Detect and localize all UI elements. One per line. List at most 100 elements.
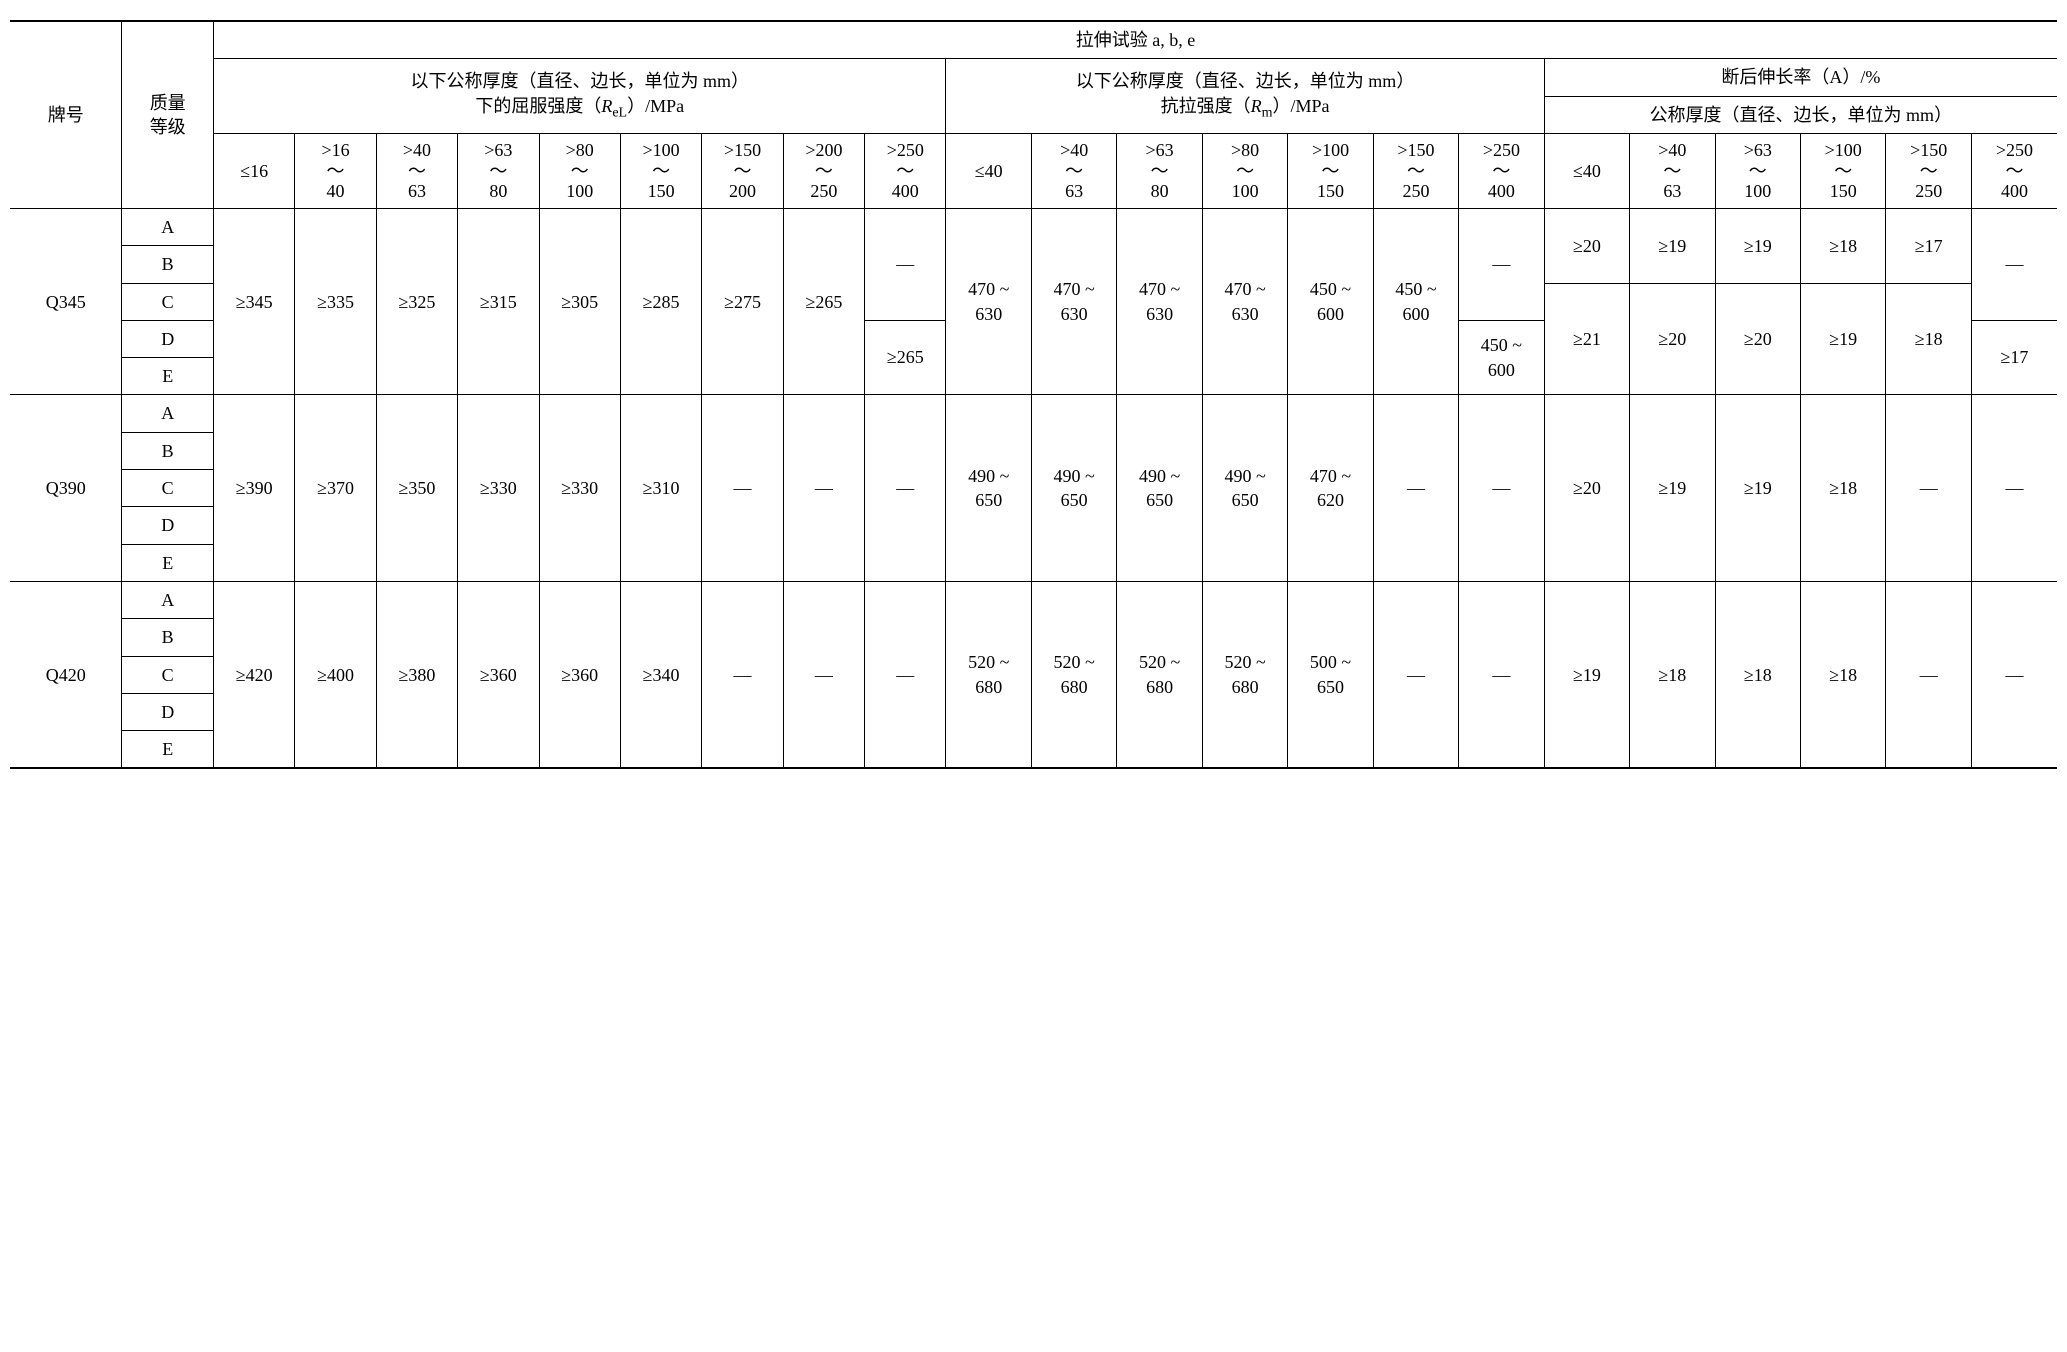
- q345-elong-cde-4: ≥18: [1886, 283, 1971, 395]
- grade-q345: Q345: [10, 208, 122, 394]
- q390-elong-5: —: [1971, 395, 2057, 581]
- q390-yield-4: ≥330: [539, 395, 620, 581]
- q420-elong-2: ≥18: [1715, 581, 1800, 768]
- header-tensile-post: ）/MPa: [1273, 96, 1330, 116]
- q420-elong-5: —: [1971, 581, 2057, 768]
- q345-yield-8-top: —: [865, 208, 946, 320]
- q420-quality-b: B: [122, 619, 214, 656]
- header-tensile-test: 拉伸试验 a, b, e: [213, 21, 2057, 59]
- q390-yield-5: ≥310: [620, 395, 701, 581]
- q390-tensile-4: 470 ~620: [1288, 395, 1373, 581]
- q390-tensile-0: 490 ~650: [946, 395, 1031, 581]
- q390-quality-b: B: [122, 432, 214, 469]
- elong-col-4: >150～250: [1886, 133, 1971, 208]
- q420-tensile-2: 520 ~680: [1117, 581, 1202, 768]
- q345-yield-3: ≥315: [458, 208, 539, 394]
- tensile-col-2: >63～80: [1117, 133, 1202, 208]
- q345-yield-5: ≥285: [620, 208, 701, 394]
- q345-elong-ab-1: ≥19: [1630, 208, 1715, 283]
- q345-yield-6: ≥275: [702, 208, 783, 394]
- q390-tensile-5: —: [1373, 395, 1458, 581]
- q420-yield-7: —: [783, 581, 864, 768]
- q420-yield-0: ≥420: [213, 581, 294, 768]
- q345-quality-e: E: [122, 358, 214, 395]
- q390-elong-1: ≥19: [1630, 395, 1715, 581]
- header-yield-line1: 以下公称厚度（直径、边长，单位为 mm）: [410, 71, 749, 91]
- q345-elong-250-400-top: —: [1971, 208, 2057, 320]
- header-tensile-strength: 以下公称厚度（直径、边长，单位为 mm） 抗拉强度（Rm）/MPa: [946, 59, 1544, 134]
- q390-elong-3: ≥18: [1801, 395, 1886, 581]
- q345-elong-cde-0: ≥21: [1544, 283, 1629, 395]
- q390-yield-7: —: [783, 395, 864, 581]
- q345-elong-ab-2: ≥19: [1715, 208, 1800, 283]
- q420-tensile-6: —: [1459, 581, 1544, 768]
- header-quality: 质量等级: [122, 21, 214, 208]
- q420-elong-3: ≥18: [1801, 581, 1886, 768]
- q345-tensile-4: 450 ~600: [1288, 208, 1373, 394]
- tensile-col-4: >100～150: [1288, 133, 1373, 208]
- q345-elong-cde-2: ≥20: [1715, 283, 1800, 395]
- q420-yield-1: ≥400: [295, 581, 376, 768]
- q390-quality-a: A: [122, 395, 214, 432]
- header-yield-strength: 以下公称厚度（直径、边长，单位为 mm） 下的屈服强度（ReL）/MPa: [213, 59, 946, 134]
- yield-col-5: >100～150: [620, 133, 701, 208]
- q345-yield-4: ≥305: [539, 208, 620, 394]
- q390-yield-1: ≥370: [295, 395, 376, 581]
- q420-yield-3: ≥360: [458, 581, 539, 768]
- tensile-col-5: >150～250: [1373, 133, 1458, 208]
- grade-q420: Q420: [10, 581, 122, 768]
- q345-elong-cde-3: ≥19: [1801, 283, 1886, 395]
- elong-col-1: >40～63: [1630, 133, 1715, 208]
- header-grade: 牌号: [10, 21, 122, 208]
- yield-col-0: ≤16: [213, 133, 294, 208]
- q345-tensile-6-top: —: [1459, 208, 1544, 320]
- yield-col-6: >150～200: [702, 133, 783, 208]
- q390-elong-4: —: [1886, 395, 1971, 581]
- q420-yield-5: ≥340: [620, 581, 701, 768]
- q390-quality-d: D: [122, 507, 214, 544]
- q390-yield-6: —: [702, 395, 783, 581]
- q420-elong-1: ≥18: [1630, 581, 1715, 768]
- q345-elong-ab-4: ≥17: [1886, 208, 1971, 283]
- q390-yield-8: —: [865, 395, 946, 581]
- q420-tensile-0: 520 ~680: [946, 581, 1031, 768]
- header-yield-pre: 下的屈服强度（: [475, 96, 601, 116]
- q345-tensile-2: 470 ~630: [1117, 208, 1202, 394]
- q420-elong-4: —: [1886, 581, 1971, 768]
- yield-col-2: >40～63: [376, 133, 457, 208]
- elong-col-3: >100～150: [1801, 133, 1886, 208]
- q345-elong-cde-1: ≥20: [1630, 283, 1715, 395]
- q345-yield-1: ≥335: [295, 208, 376, 394]
- tensile-col-0: ≤40: [946, 133, 1031, 208]
- q420-elong-0: ≥19: [1544, 581, 1629, 768]
- q420-yield-8: —: [865, 581, 946, 768]
- q390-yield-2: ≥350: [376, 395, 457, 581]
- q345-tensile-5: 450 ~600: [1373, 208, 1458, 394]
- q345-tensile-3: 470 ~630: [1202, 208, 1287, 394]
- elong-col-5: >250～400: [1971, 133, 2057, 208]
- header-tensile-line1: 以下公称厚度（直径、边长，单位为 mm）: [1076, 71, 1415, 91]
- q420-tensile-4: 500 ~650: [1288, 581, 1373, 768]
- q390-tensile-3: 490 ~650: [1202, 395, 1287, 581]
- tensile-col-3: >80～100: [1202, 133, 1287, 208]
- q420-quality-a: A: [122, 581, 214, 618]
- tensile-col-6: >250～400: [1459, 133, 1544, 208]
- q345-tensile-0: 470 ~630: [946, 208, 1031, 394]
- q345-yield-0: ≥345: [213, 208, 294, 394]
- q420-tensile-1: 520 ~680: [1031, 581, 1116, 768]
- q345-yield-8-bot: ≥265: [865, 320, 946, 395]
- q345-quality-b: B: [122, 246, 214, 283]
- yield-col-8: >250～400: [865, 133, 946, 208]
- header-yield-sym: R: [601, 96, 612, 116]
- yield-col-7: >200～250: [783, 133, 864, 208]
- q345-elong-ab-0: ≥20: [1544, 208, 1629, 283]
- yield-col-4: >80～100: [539, 133, 620, 208]
- q420-tensile-3: 520 ~680: [1202, 581, 1287, 768]
- q345-yield-7: ≥265: [783, 208, 864, 394]
- q390-yield-3: ≥330: [458, 395, 539, 581]
- q420-quality-e: E: [122, 731, 214, 769]
- header-tensile-sub: m: [1262, 105, 1273, 120]
- header-yield-sub: eL: [612, 105, 627, 120]
- q420-yield-2: ≥380: [376, 581, 457, 768]
- yield-col-3: >63～80: [458, 133, 539, 208]
